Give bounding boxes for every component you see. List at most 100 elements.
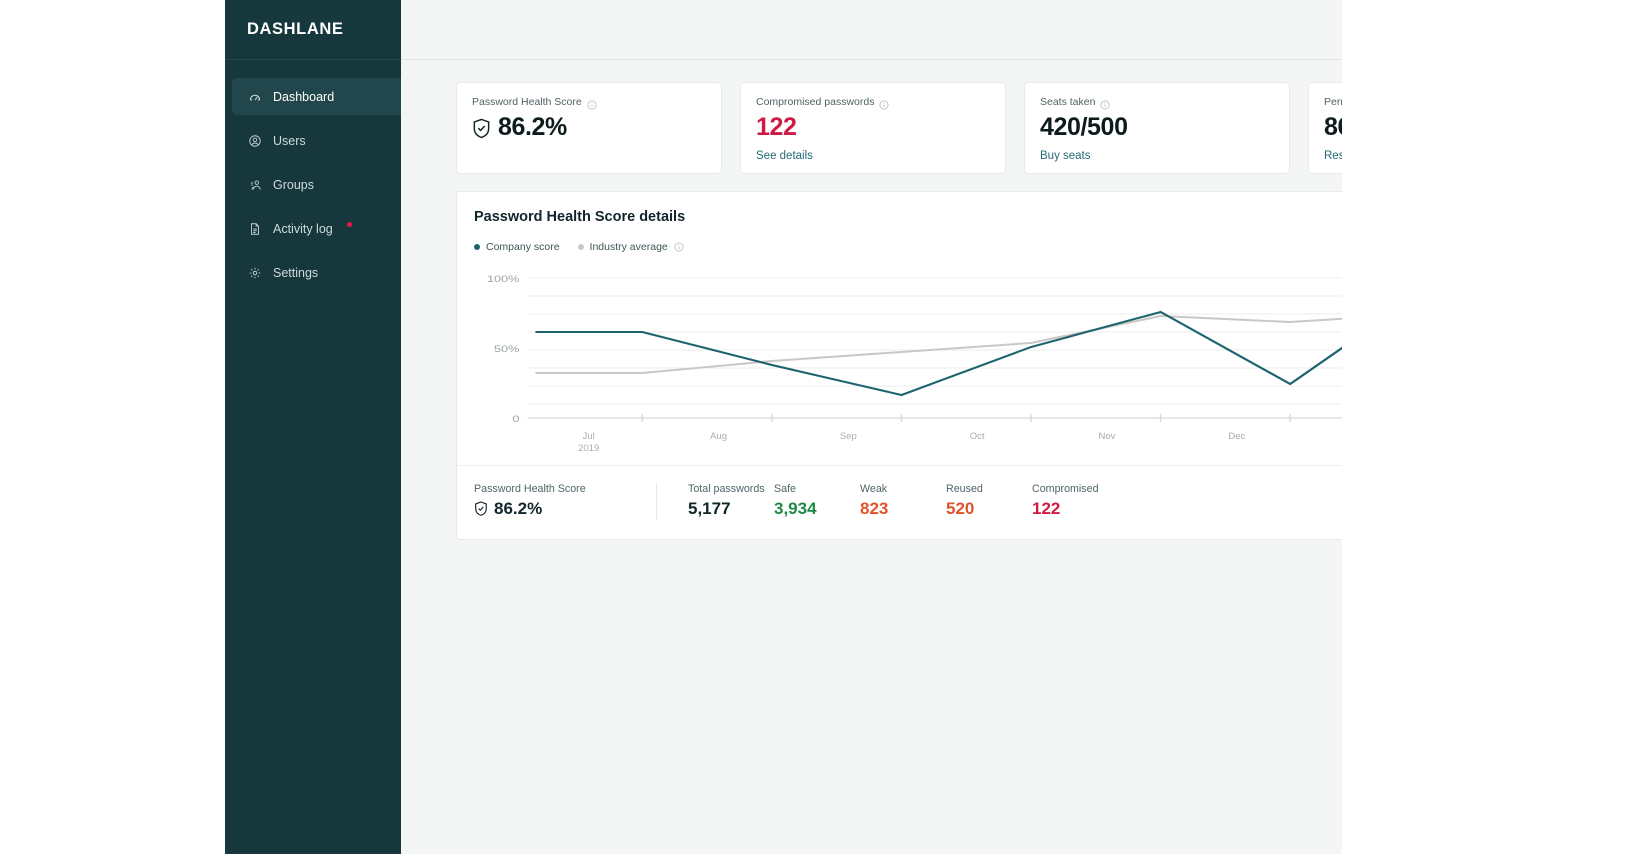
legend-item-company-score: Company score — [474, 241, 560, 253]
sidebar-item-dashboard[interactable]: Dashboard — [232, 78, 401, 115]
substat-label: Reused — [946, 483, 983, 495]
substat-value: 86.2% — [494, 499, 543, 518]
card-value-row: 420/500 — [1040, 113, 1274, 142]
substat-weak: Weak 823 — [860, 483, 946, 519]
card-header: Password Health Score — [472, 96, 706, 110]
card-pending-invitations: Pending invitations 86 Resend invitation… — [1308, 82, 1574, 174]
sidebar-item-label: Dashboard — [273, 89, 335, 104]
topbar: Account — [401, 0, 1631, 60]
shield-check-icon — [474, 501, 488, 517]
info-icon[interactable] — [1417, 97, 1427, 110]
sidebar-item-label: Activity log — [273, 221, 333, 236]
substat-label: Compromised — [1032, 483, 1099, 495]
panel-divider — [457, 465, 1573, 466]
substat-total-passwords: Total passwords 5,177 — [688, 483, 774, 519]
substat-label: Password Health Score — [474, 483, 586, 495]
card-header: Seats taken — [1040, 96, 1274, 110]
x-tick-aug: Aug — [710, 431, 727, 442]
x-tick-jul: Jul 2019 — [578, 431, 600, 454]
y-tick-100: 100% — [487, 274, 519, 284]
card-value-row: 86 — [1324, 113, 1558, 142]
card-title: Password Health Score — [472, 96, 582, 108]
card-title: Seats taken — [1040, 96, 1096, 108]
password-health-details-panel: Password Health Score details Company sc… — [456, 191, 1574, 540]
substat-label: Safe — [774, 483, 796, 495]
card-header: Compromised passwords — [756, 96, 990, 110]
sidebar-nav: Dashboard Users Groups — [225, 60, 401, 298]
chevron-down-icon — [1563, 26, 1574, 39]
main-area: Account Password Health Score — [401, 0, 1631, 854]
card-header: Pending invitations — [1324, 96, 1558, 110]
chart-legend: Company score Industry average — [474, 241, 684, 253]
toggle-last-week[interactable]: Last week — [1356, 236, 1422, 258]
sidebar-item-users[interactable]: Users — [232, 122, 401, 159]
substat-value: 122 — [1032, 499, 1061, 518]
sidebar-item-groups[interactable]: Groups — [232, 166, 401, 203]
card-value: 420/500 — [1040, 113, 1128, 141]
sidebar-item-activity-log[interactable]: Activity log — [232, 210, 401, 247]
brand-logo[interactable]: DASHLANE — [225, 0, 401, 60]
sidebar-item-label: Settings — [273, 265, 319, 280]
card-seats-taken: Seats taken 420/500 Buy seats — [1024, 82, 1290, 174]
legend-label: Company score — [486, 241, 560, 253]
card-value: 86.2% — [498, 113, 567, 141]
substat-value: 5,177 — [688, 499, 731, 518]
resend-invitations-link[interactable]: Resend invitations — [1324, 150, 1418, 162]
legend-dot-icon — [474, 244, 480, 250]
chart-canvas: 100% 50% 0 — [487, 274, 1554, 425]
substat-compromised: Compromised 122 — [1032, 483, 1118, 519]
account-menu-label: Account — [1507, 22, 1554, 37]
info-icon[interactable] — [674, 242, 684, 252]
toggle-last-month[interactable]: Last month — [1427, 236, 1498, 258]
chart-header: Company score Industry average Last week — [457, 225, 1573, 258]
gauge-icon — [248, 90, 262, 104]
legend-dot-icon — [577, 244, 584, 250]
sidebar: DASHLANE Dashboard — [225, 0, 401, 854]
card-title: Compromised passwords — [756, 96, 875, 108]
shield-check-icon — [472, 117, 491, 139]
series-company-score — [535, 292, 1537, 397]
info-icon[interactable] — [879, 97, 889, 110]
chart-x-axis: Jul 2019 Aug Sep Oct Nov — [474, 431, 1556, 461]
sidebar-item-label: Groups — [273, 177, 314, 192]
document-icon — [248, 222, 262, 236]
brand-name: DASHLANE — [247, 20, 344, 38]
substat-password-health-score: Password Health Score 86.2% — [474, 483, 656, 519]
sidebar-item-settings[interactable]: Settings — [232, 254, 401, 291]
account-menu[interactable]: Account — [1507, 22, 1574, 39]
legend-item-industry-average: Industry average — [577, 241, 684, 253]
see-details-link[interactable]: See details — [756, 150, 813, 162]
substat-label: Total passwords — [688, 483, 765, 495]
card-value: 122 — [756, 113, 797, 141]
substat-reused: Reused 520 — [946, 483, 1032, 519]
card-value: 86 — [1324, 113, 1352, 141]
chart-hover-marker — [1531, 293, 1541, 301]
x-tick-dec: Dec — [1228, 431, 1246, 442]
sidebar-item-label: Users — [273, 133, 306, 148]
groups-icon — [248, 178, 262, 192]
card-password-health-score: Password Health Score 86.2% — [456, 82, 722, 174]
stat-cards: Password Health Score 86.2% Com — [456, 82, 1574, 174]
page-gutter-left — [0, 0, 225, 854]
substat-value: 3,934 — [774, 499, 817, 518]
substat-value-row: 86.2% — [474, 499, 656, 519]
x-tick-feb: Feb — [1489, 431, 1506, 442]
activity-log-notification-badge — [346, 221, 352, 227]
buy-seats-link[interactable]: Buy seats — [1040, 150, 1091, 162]
x-tick-sep: Sep — [839, 431, 857, 442]
y-tick-0: 0 — [512, 414, 519, 424]
gear-icon — [248, 266, 262, 280]
content-area: Password Health Score 86.2% Com — [401, 60, 1631, 854]
y-tick-50: 50% — [494, 344, 519, 354]
substat-safe: Safe 3,934 — [774, 483, 860, 519]
health-score-line-chart[interactable]: 100% 50% 0 — [474, 266, 1556, 431]
info-icon[interactable] — [587, 97, 597, 110]
toggle-all-time[interactable]: All time — [1503, 236, 1556, 258]
x-tick-nov: Nov — [1098, 431, 1116, 442]
info-icon[interactable] — [1100, 97, 1110, 110]
legend-label: Industry average — [589, 241, 668, 253]
time-range-toggle-group: Last week Last month All time — [1356, 236, 1556, 258]
x-tick-oct: Oct — [969, 431, 985, 442]
substat-value: 823 — [860, 499, 889, 518]
user-icon — [248, 134, 262, 148]
